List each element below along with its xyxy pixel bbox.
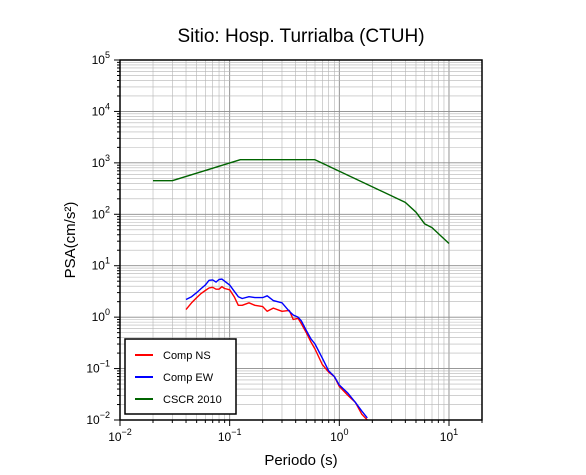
y-tick-label: 105 bbox=[92, 50, 110, 67]
x-axis-label: Periodo (s) bbox=[264, 452, 337, 469]
x-tick-label: 10−1 bbox=[218, 427, 242, 444]
chart-title: Sitio: Hosp. Turrialba (CTUH) bbox=[177, 26, 424, 47]
series-line-cscr-2010 bbox=[153, 158, 450, 245]
y-tick-label: 101 bbox=[92, 256, 110, 273]
series-line-comp-ew bbox=[185, 278, 368, 419]
series-line-comp-ns bbox=[185, 286, 368, 420]
x-tick-label: 100 bbox=[330, 427, 348, 444]
plot-frame bbox=[119, 59, 483, 421]
x-tick-label: 10−2 bbox=[108, 427, 132, 444]
legend-label: Comp NS bbox=[163, 350, 211, 362]
y-tick-label: 102 bbox=[92, 204, 110, 221]
legend-label: CSCR 2010 bbox=[163, 394, 222, 406]
y-tick-label: 10−2 bbox=[86, 410, 110, 427]
grid-lines bbox=[119, 59, 483, 421]
axis-ticks bbox=[114, 59, 483, 426]
legend: Comp NS Comp EW CSCR 2010 bbox=[124, 338, 237, 415]
x-tick-label: 101 bbox=[440, 427, 458, 444]
tick-labels: 10−2 10−1 100 101 10−2 10−1 100 101 102 103 104 105 bbox=[86, 50, 458, 444]
y-tick-label: 103 bbox=[92, 153, 110, 170]
series-layer bbox=[153, 158, 450, 420]
y-tick-label: 10−1 bbox=[86, 359, 110, 376]
legend-label: Comp EW bbox=[163, 372, 214, 384]
y-axis-label: PSA(cm/s²) bbox=[62, 202, 79, 279]
y-tick-label: 100 bbox=[92, 307, 110, 324]
y-tick-label: 104 bbox=[92, 101, 110, 118]
